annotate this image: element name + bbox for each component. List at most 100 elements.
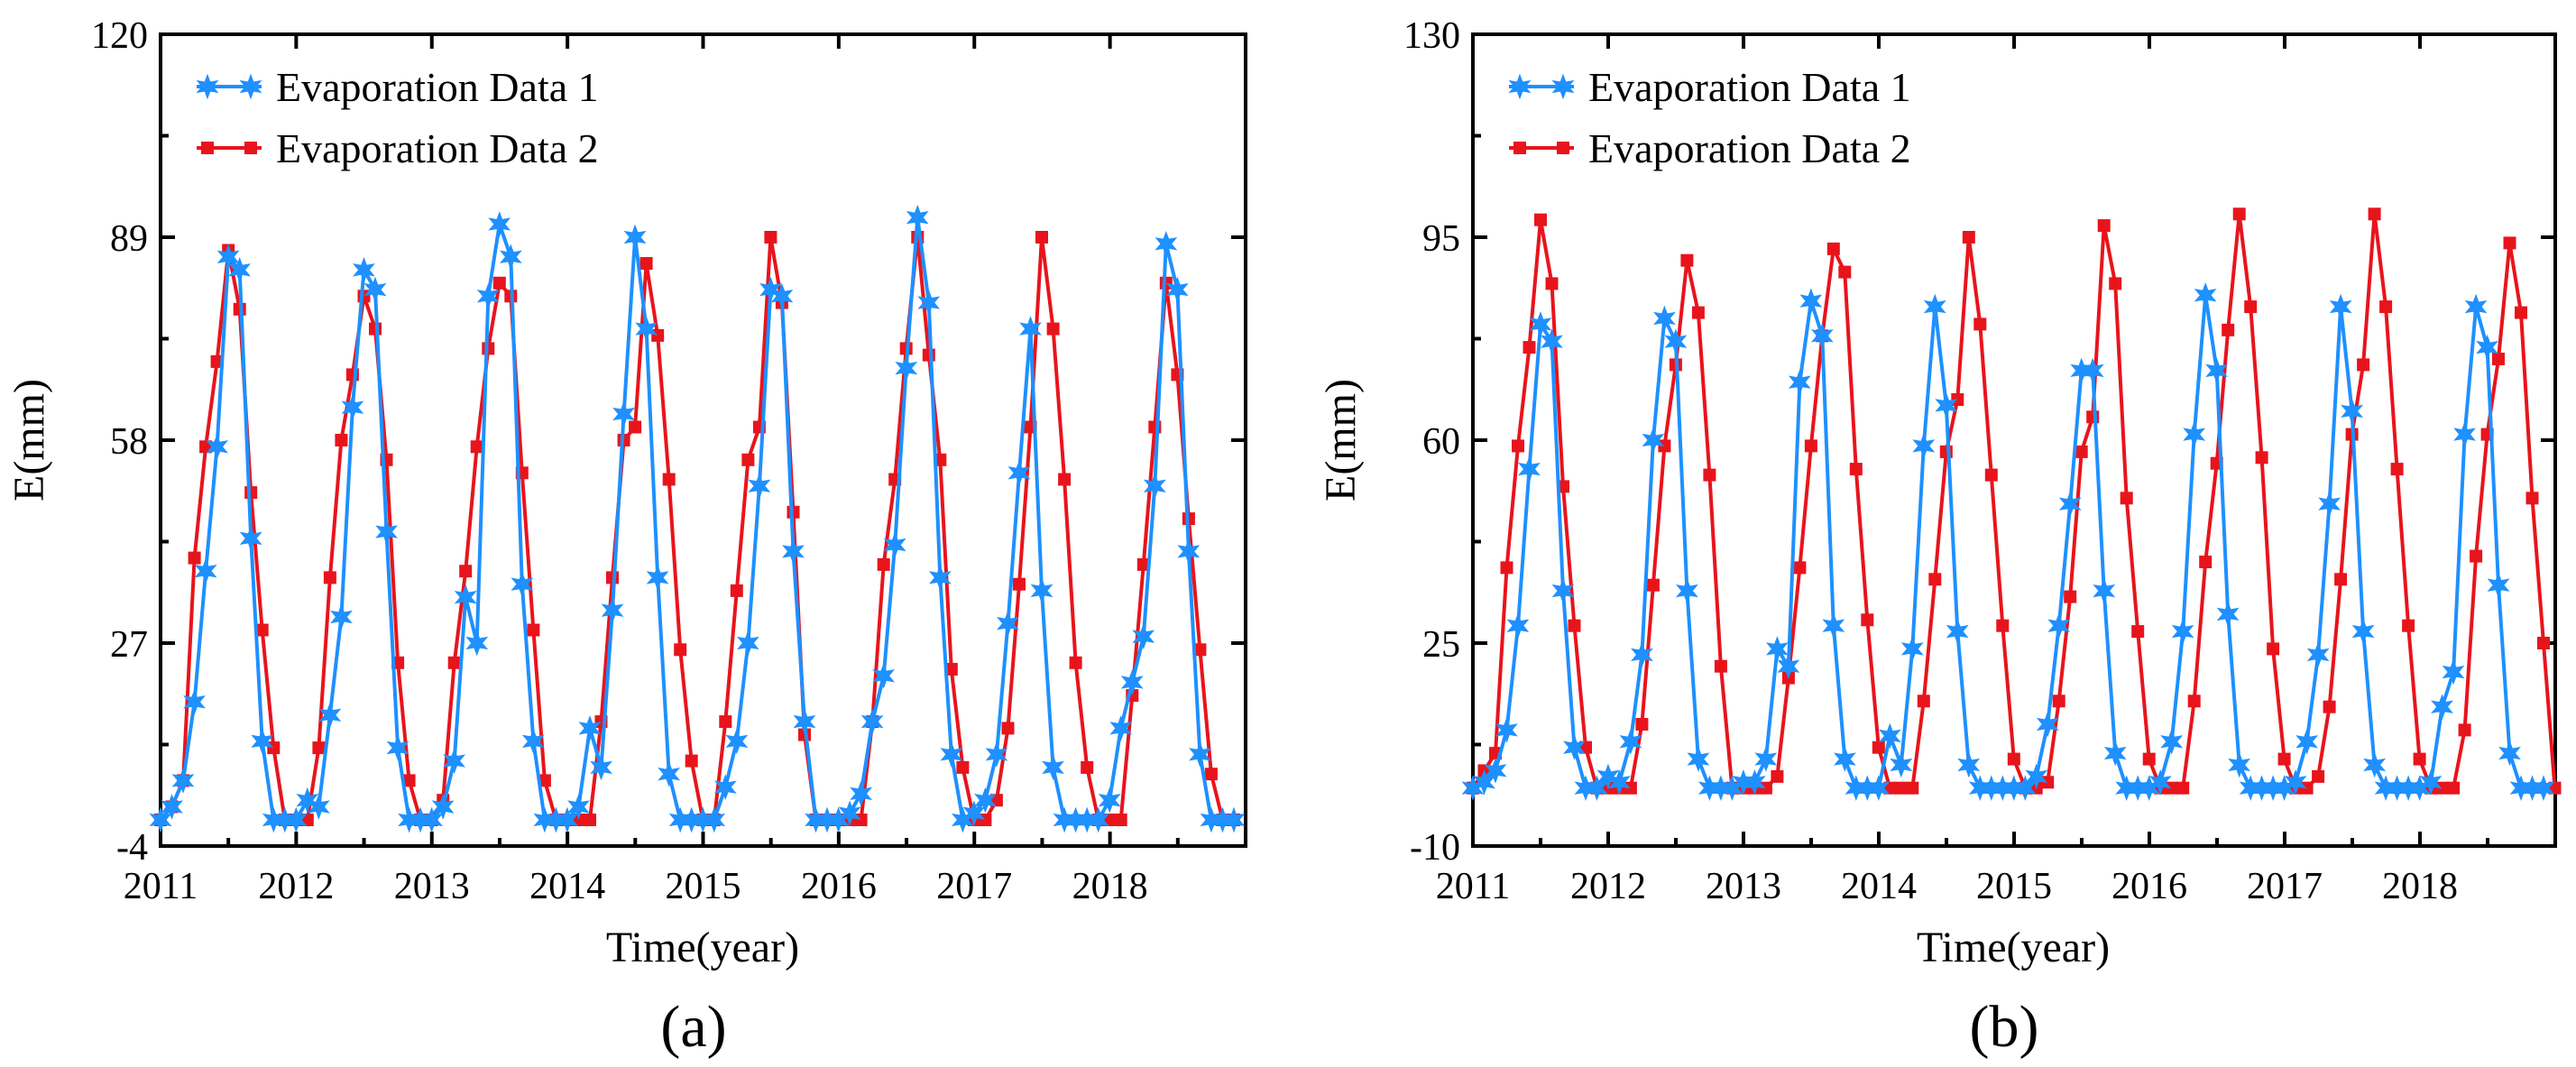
data-point <box>922 348 935 362</box>
data-point <box>1833 746 1856 772</box>
data-point <box>1793 561 1807 575</box>
y-axis-title: E(mm) <box>5 379 53 501</box>
data-point <box>1653 305 1676 332</box>
data-point <box>1826 242 1840 255</box>
data-point <box>658 760 681 787</box>
data-point <box>538 774 551 787</box>
data-point <box>962 800 986 827</box>
data-point <box>2277 752 2291 766</box>
data-point <box>997 610 1019 637</box>
data-point <box>1064 806 1088 833</box>
data-point <box>2086 410 2100 424</box>
data-point <box>1500 561 1513 575</box>
series-layer <box>149 204 1246 833</box>
data-point <box>1541 328 1563 355</box>
data-point <box>1534 213 1547 226</box>
data-point <box>2052 694 2065 708</box>
data-point <box>1586 775 1608 802</box>
data-point <box>2187 694 2201 708</box>
data-point <box>623 224 647 251</box>
series-1 <box>1461 281 2555 802</box>
data-point <box>1984 468 1998 482</box>
x-tick-label: 2011 <box>124 866 198 907</box>
data-point <box>719 715 732 729</box>
data-point <box>1042 754 1064 781</box>
data-point <box>793 708 816 735</box>
data-point <box>764 231 777 244</box>
x-tick-label: 2015 <box>1976 866 2052 907</box>
data-point <box>2379 300 2393 314</box>
data-point <box>850 780 873 807</box>
x-tick-label: 2018 <box>2382 866 2458 907</box>
data-point <box>1512 439 1524 453</box>
data-point <box>1030 577 1053 604</box>
data-point <box>244 142 257 154</box>
data-point <box>353 256 375 283</box>
data-point <box>2487 572 2510 599</box>
data-point <box>2402 619 2415 632</box>
data-point <box>149 806 172 833</box>
x-tick-label: 2012 <box>1570 866 1646 907</box>
data-point <box>1849 463 1863 476</box>
x-tick-label: 2018 <box>1072 866 1148 907</box>
y-tick-label: 120 <box>91 15 148 57</box>
data-point <box>1568 619 1581 632</box>
data-point <box>1136 557 1150 571</box>
data-point <box>2306 641 2330 668</box>
data-point <box>730 584 743 597</box>
data-point <box>1691 306 1705 319</box>
data-point <box>402 774 416 787</box>
data-point <box>206 433 229 460</box>
data-point <box>454 584 477 611</box>
data-point <box>2390 463 2404 476</box>
data-point <box>161 794 184 820</box>
y-tick-label: 89 <box>110 218 148 260</box>
data-point <box>2476 334 2498 361</box>
data-point <box>171 768 195 794</box>
data-point <box>612 400 635 428</box>
data-point <box>883 531 906 558</box>
x-tick-label: 2017 <box>936 866 1012 907</box>
data-point <box>2295 728 2319 755</box>
data-point <box>1007 459 1031 486</box>
data-point <box>1087 806 1110 833</box>
x-axis-ticks: 2011 2012 2013 2014 2015 2016 2017 2018 <box>124 34 1180 907</box>
x-tick-label: 2015 <box>666 866 741 907</box>
data-point <box>1545 277 1559 290</box>
data-point <box>1900 636 1924 662</box>
data-point <box>2007 752 2020 766</box>
data-point <box>2131 625 2145 639</box>
data-point <box>601 597 624 624</box>
data-point <box>2458 723 2471 737</box>
data-point <box>363 276 387 303</box>
data-point <box>713 774 737 801</box>
data-point <box>1894 781 1908 795</box>
data-point <box>584 814 596 826</box>
series-2 <box>1467 207 2562 795</box>
data-point <box>2255 451 2268 465</box>
data-point <box>2025 763 2048 790</box>
series-2 <box>154 231 1240 826</box>
data-point <box>431 794 455 820</box>
data-point <box>741 453 755 466</box>
data-point <box>196 73 219 100</box>
data-point <box>940 741 963 768</box>
data-point <box>1551 577 1575 604</box>
x-axis-title: Time(year) <box>606 924 799 971</box>
data-point <box>1132 623 1155 650</box>
data-point <box>511 571 534 598</box>
data-point <box>1222 806 1246 833</box>
data-point <box>2075 445 2088 458</box>
y-tick-label: 130 <box>1403 15 1460 57</box>
data-point <box>1917 694 1930 708</box>
data-point <box>646 565 669 591</box>
data-point <box>1069 656 1082 669</box>
series-layer <box>1461 207 2562 802</box>
data-point <box>2464 293 2488 320</box>
data-point <box>2165 781 2178 795</box>
legend: Evaporation Data 1 Evaporation Data 2 <box>196 64 599 171</box>
data-point <box>1193 643 1207 657</box>
data-point <box>459 565 473 578</box>
x-tick-label: 2013 <box>394 866 470 907</box>
data-point <box>2435 781 2449 795</box>
